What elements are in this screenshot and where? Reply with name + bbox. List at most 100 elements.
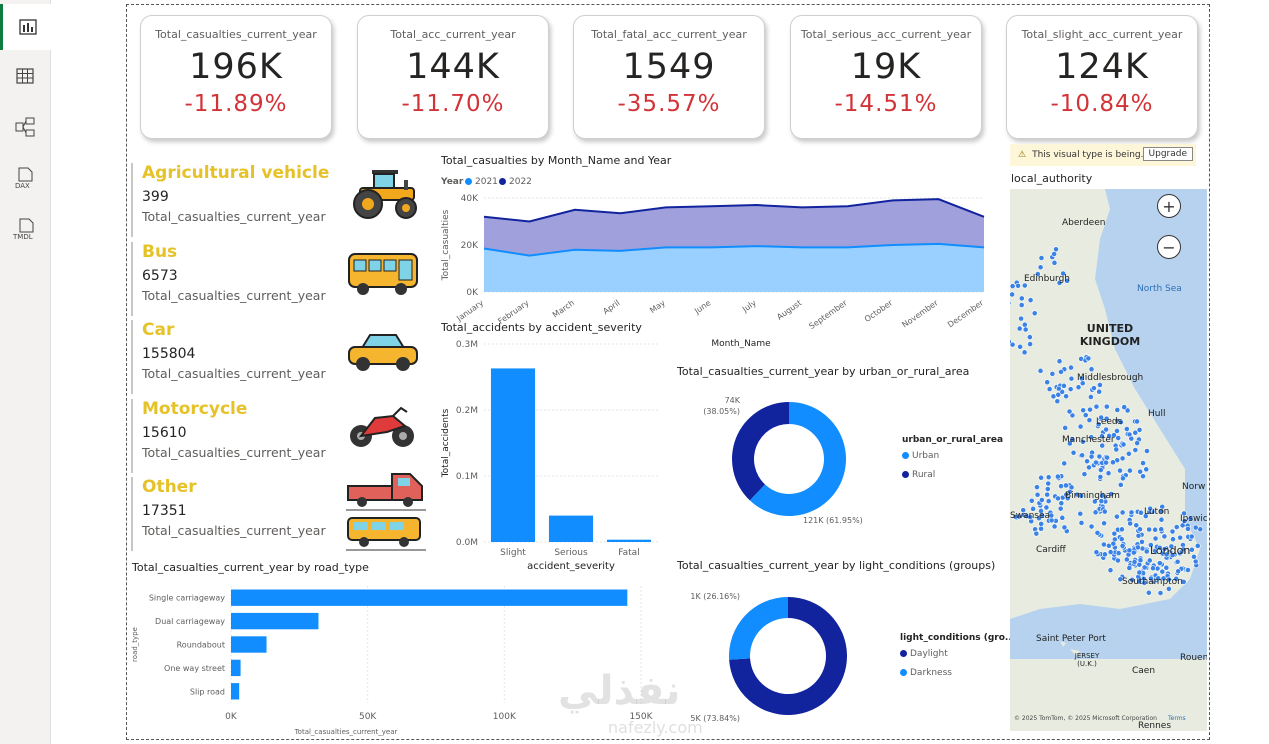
map-point[interactable] [1058, 369, 1064, 375]
map-point[interactable] [1165, 576, 1172, 583]
map-point[interactable] [1188, 533, 1195, 540]
map-point[interactable] [1078, 519, 1085, 526]
map-point[interactable] [1120, 441, 1127, 448]
map-point[interactable] [1068, 364, 1074, 371]
map-point[interactable] [1018, 295, 1025, 302]
map-point[interactable] [1099, 442, 1106, 449]
map-point[interactable] [1194, 542, 1201, 549]
map-point[interactable] [1117, 481, 1124, 488]
map-point[interactable] [1146, 526, 1153, 533]
map-point[interactable] [1107, 549, 1114, 555]
map-point[interactable] [1055, 495, 1061, 502]
map-point[interactable] [1169, 552, 1176, 558]
map-point[interactable] [1152, 535, 1159, 542]
map-point[interactable] [1036, 515, 1042, 522]
map-point[interactable] [1123, 556, 1130, 563]
map-point[interactable] [1127, 467, 1133, 474]
map-point[interactable] [1128, 509, 1135, 516]
map-point[interactable] [1068, 484, 1075, 491]
map-point[interactable] [1094, 529, 1101, 536]
map-point[interactable] [1137, 468, 1144, 475]
map-point[interactable] [1051, 259, 1058, 266]
map-point[interactable] [1086, 464, 1092, 471]
map-point[interactable] [1091, 498, 1098, 505]
map-point[interactable] [1044, 379, 1051, 386]
kpi-card-accidents[interactable]: Total_acc_current_year 144K -11.70% [357, 15, 549, 139]
report-view-button[interactable] [0, 4, 53, 50]
map-point[interactable] [1123, 426, 1130, 432]
upgrade-button[interactable]: Upgrade [1142, 147, 1193, 161]
table-view-button[interactable] [0, 53, 50, 99]
map-point[interactable] [1099, 492, 1106, 499]
map-point[interactable] [1115, 557, 1121, 564]
map-point[interactable] [1079, 452, 1086, 459]
map-point[interactable] [1096, 453, 1103, 460]
map-point[interactable] [1192, 524, 1199, 531]
map-point[interactable] [1028, 497, 1035, 504]
tmdl-view-button[interactable]: TMDL [0, 206, 50, 252]
map-point[interactable] [1064, 277, 1070, 284]
map-point[interactable] [1119, 455, 1126, 462]
map-point[interactable] [1161, 533, 1168, 540]
map-point[interactable] [1088, 366, 1095, 373]
map-point[interactable] [1030, 505, 1036, 512]
road-type-bar-chart[interactable]: 0K 50K 100K 150K Single carriageway Dual carr… [128, 578, 668, 738]
map-point[interactable] [1010, 300, 1012, 306]
map-point[interactable] [1091, 385, 1097, 392]
map-point[interactable] [1034, 484, 1040, 491]
urban-rural-donut[interactable]: 121K (61.95%) 74K (38.05%) [690, 388, 890, 533]
map-point[interactable] [1056, 279, 1063, 286]
map-point[interactable] [1038, 520, 1045, 527]
map-point[interactable] [1010, 283, 1016, 290]
map-point[interactable] [1022, 326, 1029, 333]
map-point[interactable] [1081, 471, 1088, 478]
map-point[interactable] [1180, 578, 1187, 585]
map-point[interactable] [1113, 446, 1120, 453]
local-authority-map[interactable]: + − Aberdeen Edinburgh North Sea UNITED … [1010, 189, 1207, 731]
map-point[interactable] [1038, 497, 1045, 503]
map-point[interactable] [1018, 302, 1025, 308]
zoom-out-button[interactable]: − [1157, 235, 1181, 259]
map-point[interactable] [1168, 543, 1175, 550]
map-point[interactable] [1101, 520, 1107, 527]
map-point[interactable] [1066, 408, 1073, 415]
light-legend-darkness[interactable]: Darkness [900, 668, 952, 678]
map-point[interactable] [1180, 546, 1187, 553]
map-point[interactable] [1120, 475, 1126, 482]
zoom-in-button[interactable]: + [1157, 194, 1181, 218]
kpi-card-casualties[interactable]: Total_casualties_current_year 196K -11.8… [140, 15, 332, 139]
map-point[interactable] [1152, 526, 1159, 533]
map-point[interactable] [1103, 415, 1110, 422]
map-point[interactable] [1097, 474, 1104, 480]
map-point[interactable] [1088, 434, 1095, 441]
map-point[interactable] [1045, 480, 1052, 487]
map-point[interactable] [1145, 589, 1152, 596]
map-point[interactable] [1107, 567, 1114, 574]
map-point[interactable] [1093, 549, 1100, 556]
map-point[interactable] [1038, 474, 1044, 481]
map-point[interactable] [1096, 388, 1103, 395]
map-point[interactable] [1061, 460, 1068, 467]
map-point[interactable] [1131, 559, 1138, 565]
map-point[interactable] [1077, 423, 1084, 430]
map-point[interactable] [1059, 514, 1066, 521]
map-point[interactable] [1060, 270, 1067, 277]
urban-legend-urban[interactable]: Urban [902, 451, 939, 461]
map-point[interactable] [1165, 586, 1172, 592]
map-point[interactable] [1159, 568, 1166, 575]
map-point[interactable] [1169, 528, 1176, 535]
map-point[interactable] [1055, 391, 1062, 398]
map-point[interactable] [1114, 428, 1120, 434]
map-point[interactable] [1055, 385, 1062, 392]
map-point[interactable] [1142, 513, 1149, 520]
map-point[interactable] [1158, 526, 1165, 533]
map-point[interactable] [1106, 433, 1113, 439]
map-point[interactable] [1077, 510, 1084, 517]
map-point[interactable] [1066, 440, 1073, 447]
map-point[interactable] [1147, 505, 1154, 512]
map-point[interactable] [1137, 526, 1143, 533]
map-point[interactable] [1086, 417, 1093, 424]
map-point[interactable] [1188, 546, 1195, 553]
map-point[interactable] [1132, 447, 1139, 453]
map-point[interactable] [1063, 491, 1070, 498]
